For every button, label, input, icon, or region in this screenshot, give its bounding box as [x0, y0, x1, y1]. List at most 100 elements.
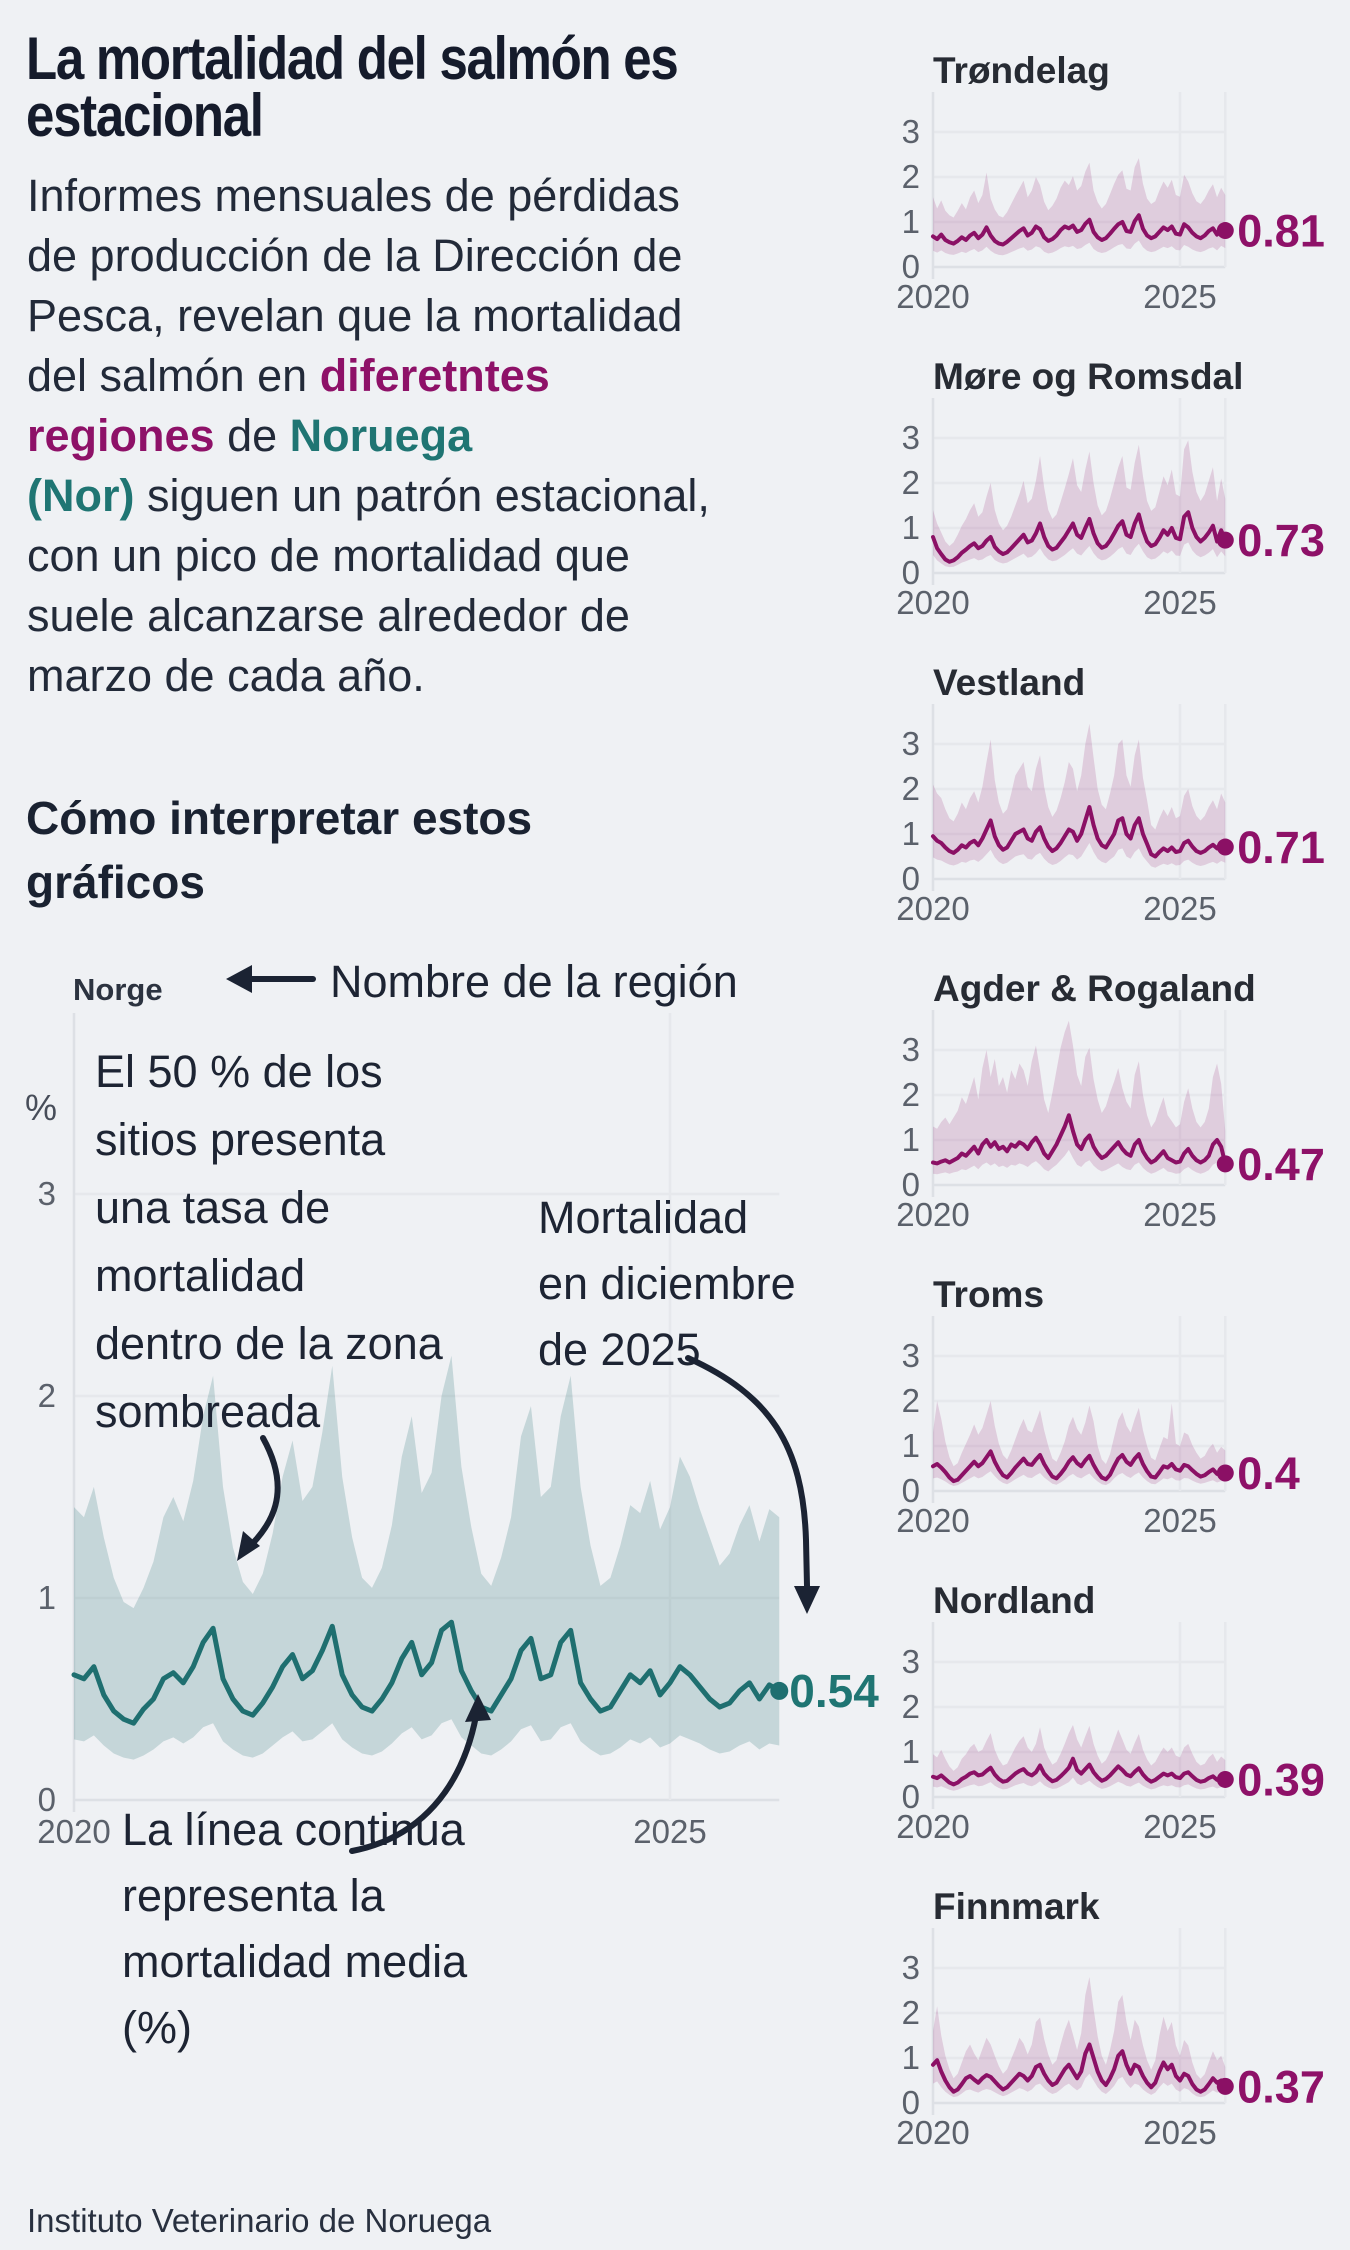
- trondelag-plot: 0.81 0 1 2 3 2020 2025: [896, 92, 1325, 315]
- mini-chart-troms: Troms 0.4 0 1 2 3 2020 2025: [890, 1252, 1350, 1558]
- mini-chart-more-og-romsdal: Møre og Romsdal 0.73 0 1 2 3 2020 2025: [890, 334, 1350, 640]
- svg-text:0: 0: [902, 860, 920, 897]
- intro-text: del salmón en: [27, 350, 320, 401]
- svg-text:3: 3: [38, 1175, 56, 1212]
- svg-text:3: 3: [902, 1949, 920, 1986]
- svg-text:2020: 2020: [37, 1813, 110, 1850]
- svg-text:2: 2: [38, 1377, 56, 1414]
- svg-text:0.81: 0.81: [1237, 206, 1325, 257]
- svg-text:2025: 2025: [1143, 1196, 1216, 1233]
- svg-text:2020: 2020: [896, 2114, 969, 2151]
- nordland-plot: 0.39 0 1 2 3 2020 2025: [896, 1622, 1325, 1845]
- troms-plot: 0.4 0 1 2 3 2020 2025: [896, 1316, 1300, 1539]
- svg-text:0.4: 0.4: [1237, 1448, 1300, 1499]
- svg-text:3: 3: [902, 725, 920, 762]
- intro-text: siguen un patrón estacional,: [134, 470, 710, 521]
- svg-text:2025: 2025: [1143, 1808, 1216, 1845]
- svg-text:0.54: 0.54: [789, 1665, 879, 1717]
- mini-chart-nordland: Nordland 0.39 0 1 2 3 2020 2025: [890, 1558, 1350, 1864]
- svg-text:0.37: 0.37: [1237, 2061, 1325, 2112]
- svg-text:2025: 2025: [1143, 1502, 1216, 1539]
- intro-text: Pesca, revelan que la mortalidad: [27, 290, 683, 341]
- svg-text:1: 1: [902, 509, 920, 546]
- mini-chart-agder-rogaland: Agder & Rogaland 0.47 0 1 2 3 2020 2025: [890, 946, 1350, 1252]
- source-attribution: Instituto Veterinario de Noruega: [27, 2202, 492, 2239]
- mini-chart-title: Vestland: [933, 662, 1086, 703]
- highlight-teal: (Nor): [27, 470, 135, 521]
- svg-text:0: 0: [902, 554, 920, 591]
- svg-text:2025: 2025: [1143, 890, 1216, 927]
- svg-text:%: %: [25, 1087, 57, 1128]
- svg-text:3: 3: [902, 1643, 920, 1680]
- agder-rogaland-plot: 0.47 0 1 2 3 2020 2025: [896, 1010, 1325, 1233]
- norge-chart: 0.54 0 1 2 3 2020 2025%: [25, 1013, 879, 1850]
- mini-chart-title: Finnmark: [933, 1886, 1100, 1927]
- svg-text:2025: 2025: [1143, 584, 1216, 621]
- svg-text:0: 0: [902, 1472, 920, 1509]
- page-title: La mortalidad del salmón es estacional: [26, 25, 679, 149]
- svg-text:0: 0: [902, 1778, 920, 1815]
- svg-text:1: 1: [902, 1121, 920, 1158]
- svg-text:3: 3: [902, 113, 920, 150]
- intro-text: de: [214, 410, 290, 461]
- svg-text:0: 0: [902, 248, 920, 285]
- svg-text:1: 1: [902, 2039, 920, 2076]
- mini-chart-title: Trøndelag: [933, 50, 1110, 91]
- mini-chart-title: Møre og Romsdal: [933, 356, 1244, 397]
- mini-chart-finnmark: Finnmark 0.37 0 1 2 3 2020 2025: [890, 1864, 1350, 2170]
- svg-text:2: 2: [902, 1382, 920, 1419]
- annotation-december: Mortalidad en diciembre de 2025: [538, 1192, 796, 1375]
- svg-text:3: 3: [902, 1031, 920, 1068]
- svg-text:3: 3: [902, 419, 920, 456]
- svg-text:0.73: 0.73: [1237, 515, 1325, 566]
- intro-text: con un pico de mortalidad que: [27, 530, 630, 581]
- svg-text:0.39: 0.39: [1237, 1754, 1325, 1805]
- intro-text: Informes mensuales de pérdidas: [27, 170, 680, 221]
- svg-text:2025: 2025: [1143, 2114, 1216, 2151]
- mini-chart-vestland: Vestland 0.71 0 1 2 3 2020 2025: [890, 640, 1350, 946]
- svg-text:1: 1: [902, 815, 920, 852]
- svg-text:2: 2: [902, 1076, 920, 1113]
- section-heading: Cómo interpretar estos gráficos: [26, 792, 533, 908]
- svg-text:0.71: 0.71: [1237, 822, 1325, 873]
- intro-text: marzo de cada año.: [27, 650, 425, 701]
- intro-text: de producción de la Dirección de: [27, 230, 683, 281]
- svg-text:2: 2: [902, 1994, 920, 2031]
- svg-text:1: 1: [902, 1427, 920, 1464]
- region-label-norge: Norge: [73, 972, 163, 1007]
- svg-text:0: 0: [902, 1166, 920, 1203]
- svg-text:0: 0: [902, 2084, 920, 2121]
- svg-text:1: 1: [902, 203, 920, 240]
- svg-text:2025: 2025: [1143, 278, 1216, 315]
- finnmark-plot: 0.37 0 1 2 3 2020 2025: [896, 1928, 1325, 2151]
- svg-text:2: 2: [902, 770, 920, 807]
- svg-text:2020: 2020: [896, 278, 969, 315]
- region-name-annotation: Nombre de la región: [330, 956, 738, 1007]
- svg-text:2020: 2020: [896, 1502, 969, 1539]
- annotation-solid-line: La línea continua representa la mortalid…: [122, 1804, 468, 2053]
- mini-chart-title: Nordland: [933, 1580, 1096, 1621]
- svg-text:2020: 2020: [896, 1196, 969, 1233]
- intro-paragraph: Informes mensuales de pérdidas de producc…: [27, 166, 817, 706]
- highlight-magenta: diferetntes: [319, 350, 550, 401]
- svg-text:2: 2: [902, 158, 920, 195]
- svg-text:2: 2: [902, 1688, 920, 1725]
- mini-chart-title: Troms: [933, 1274, 1045, 1315]
- mini-chart-title: Agder & Rogaland: [933, 968, 1256, 1009]
- svg-text:0: 0: [38, 1781, 56, 1818]
- svg-text:2020: 2020: [896, 1808, 969, 1845]
- highlight-magenta: regiones: [27, 410, 215, 461]
- svg-text:1: 1: [38, 1579, 56, 1616]
- mini-chart-trondelag: Trøndelag 0.81 0 1 2 3 2020 2025: [890, 28, 1350, 334]
- svg-text:2025: 2025: [633, 1813, 706, 1850]
- more-og-romsdal-plot: 0.73 0 1 2 3 2020 2025: [896, 398, 1325, 621]
- svg-text:0.47: 0.47: [1237, 1139, 1325, 1190]
- svg-text:3: 3: [902, 1337, 920, 1374]
- svg-text:2020: 2020: [896, 890, 969, 927]
- svg-text:2020: 2020: [896, 584, 969, 621]
- svg-text:2: 2: [902, 464, 920, 501]
- svg-text:1: 1: [902, 1733, 920, 1770]
- intro-text: suele alcanzarse alrededor de: [27, 590, 630, 641]
- highlight-teal: Noruega: [289, 410, 473, 461]
